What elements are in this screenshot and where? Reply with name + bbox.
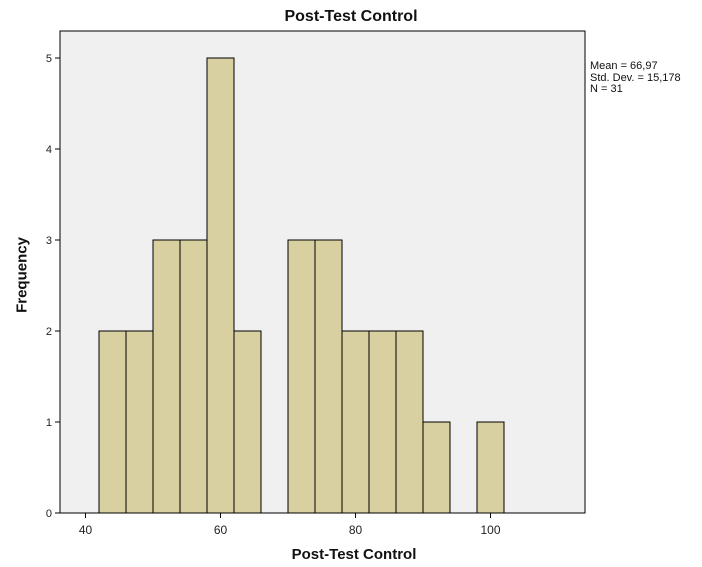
- y-tick-label: 4: [46, 144, 52, 156]
- y-axis-label: Frequency: [13, 237, 31, 313]
- histogram-bar: [476, 421, 505, 514]
- stat-mean: Mean = 66,97: [590, 60, 658, 72]
- histogram-bar: [341, 330, 370, 514]
- stat-std-dev: Std. Dev. = 15,178: [590, 71, 681, 84]
- histogram-bar: [98, 330, 127, 514]
- y-axis: 0 1 2 3 4 5: [46, 53, 60, 520]
- y-tick-label: 0: [46, 508, 52, 520]
- histogram-bar: [422, 421, 451, 514]
- histogram-bar: [368, 330, 397, 514]
- histogram-bar: [314, 239, 343, 514]
- histogram-bar: [152, 239, 181, 514]
- x-tick-label: 40: [79, 523, 93, 537]
- histogram-bar: [287, 239, 316, 514]
- x-tick-label: 100: [480, 523, 500, 537]
- y-tick-label: 2: [46, 326, 52, 338]
- histogram-bar: [179, 239, 208, 514]
- x-axis: 40 60 80 100: [79, 513, 501, 537]
- x-axis-label: Post-Test Control: [291, 546, 417, 563]
- stats-box: Mean = 66,97 Std. Dev. = 15,178 N = 31: [590, 60, 681, 96]
- histogram-bar: [233, 330, 262, 514]
- bars-group: [98, 57, 505, 514]
- y-tick-label: 5: [46, 53, 52, 65]
- histogram-bar: [395, 330, 424, 514]
- x-axis-label-wrap: Post-Test Control: [0, 546, 702, 564]
- chart-title: Post-Test Control: [284, 8, 418, 25]
- y-tick-label: 3: [46, 235, 52, 247]
- x-tick-label: 60: [214, 523, 228, 537]
- histogram-bar: [206, 57, 235, 514]
- histogram-bar: [125, 330, 154, 514]
- stat-n: N = 31: [590, 83, 623, 95]
- x-tick-label: 80: [349, 523, 363, 537]
- y-tick-label: 1: [46, 417, 52, 429]
